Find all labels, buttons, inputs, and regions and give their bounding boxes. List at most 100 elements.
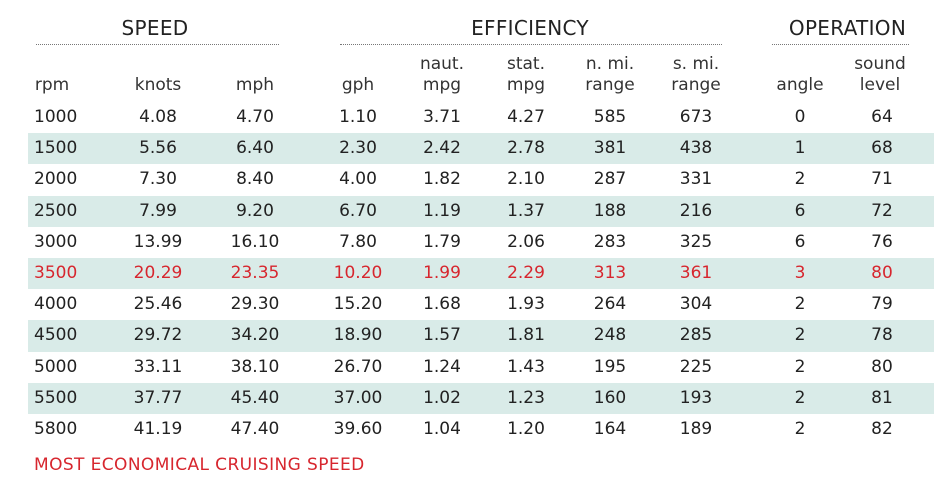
table-cell-mph: 45.40 xyxy=(230,387,280,408)
table-cell-naut-mpg: 1.57 xyxy=(423,325,461,346)
column-header-gph: gph xyxy=(318,50,398,96)
column-header-stat-mpg: stat. mpg xyxy=(486,50,566,96)
table-cell-s-mi-range: 325 xyxy=(679,231,713,252)
table-cell-sound-level: 68 xyxy=(871,138,893,159)
table-cell-mph: 29.30 xyxy=(230,294,280,315)
table-row: 2500 7.99 9.20 6.70 1.19 1.37 188 216 6 72 xyxy=(28,195,934,227)
table-row: 1000 4.08 4.70 1.10 3.71 4.27 585 673 0 64 xyxy=(28,102,934,133)
table-row: 5500 37.77 45.40 37.00 1.02 1.23 160 193 2 81 xyxy=(28,382,934,414)
table-row: 4500 29.72 34.20 18.90 1.57 1.81 248 285 2 78 xyxy=(28,320,934,352)
column-header-bottom: rpm xyxy=(34,75,70,95)
group-title-efficiency: EFFICIENCY xyxy=(471,16,589,40)
table-cell-naut-mpg: 3.71 xyxy=(423,107,461,127)
table-cell-knots: 4.08 xyxy=(139,107,177,127)
table-cell-n-mi-range: 287 xyxy=(593,169,627,190)
table-cell-n-mi-range: 313 xyxy=(593,263,627,283)
table-cell-stat-mpg: 2.10 xyxy=(507,169,545,190)
table-cell-mph: 23.35 xyxy=(230,263,280,283)
table-cell-gph: 39.60 xyxy=(333,419,383,439)
table-cell-s-mi-range: 673 xyxy=(679,107,713,127)
table-cell-naut-mpg: 1.04 xyxy=(423,419,461,439)
table-cell-n-mi-range: 585 xyxy=(593,107,627,127)
table-row: 5800 41.19 47.40 39.60 1.04 1.20 164 189 2 82 xyxy=(28,414,934,445)
group-rule-efficiency xyxy=(340,44,722,45)
table-cell-gph: 26.70 xyxy=(333,356,383,377)
group-rule-speed xyxy=(36,44,279,45)
column-header-bottom: range xyxy=(585,75,635,95)
table-cell-knots: 7.99 xyxy=(139,200,177,221)
table-cell-mph: 47.40 xyxy=(230,419,280,439)
table-cell-gph: 6.70 xyxy=(339,200,377,221)
table-cell-gph: 2.30 xyxy=(339,138,377,159)
table-cell-sound-level: 78 xyxy=(871,325,893,346)
table-cell-n-mi-range: 188 xyxy=(593,200,627,221)
group-title-operation: OPERATION xyxy=(788,16,907,40)
table-cell-mph: 34.20 xyxy=(230,325,280,346)
table-cell-n-mi-range: 264 xyxy=(593,294,627,315)
table-cell-sound-level: 72 xyxy=(871,200,893,221)
table-cell-stat-mpg: 1.81 xyxy=(507,325,545,346)
column-header-rpm: rpm xyxy=(22,50,82,96)
table-cell-sound-level: 80 xyxy=(871,263,893,283)
column-header-n-mi-range: n. mi. range xyxy=(568,50,652,96)
table-cell-sound-level: 64 xyxy=(871,107,893,127)
table-cell-n-mi-range: 381 xyxy=(593,138,627,159)
table-cell-mph: 4.70 xyxy=(236,107,274,127)
table-cell-gph: 18.90 xyxy=(333,325,383,346)
column-header-bottom: level xyxy=(859,75,901,95)
table-cell-angle: 2 xyxy=(794,294,806,315)
column-header-bottom: knots xyxy=(134,75,182,95)
table-cell-rpm: 5800 xyxy=(34,419,78,439)
table-cell-stat-mpg: 1.43 xyxy=(507,356,545,377)
table-cell-s-mi-range: 304 xyxy=(679,294,713,315)
table-cell-n-mi-range: 164 xyxy=(593,419,627,439)
table-cell-angle: 2 xyxy=(794,419,806,439)
table-cell-rpm: 3500 xyxy=(34,263,78,283)
table-row: 1500 5.56 6.40 2.30 2.42 2.78 381 438 1 68 xyxy=(28,133,934,165)
table-cell-stat-mpg: 1.37 xyxy=(507,200,545,221)
table-cell-stat-mpg: 1.20 xyxy=(507,419,545,439)
table-row: 2000 7.30 8.40 4.00 1.82 2.10 287 331 2 71 xyxy=(28,164,934,195)
table-cell-knots: 25.46 xyxy=(133,294,183,315)
column-header-bottom: mpg xyxy=(422,75,462,95)
table-cell-rpm: 2500 xyxy=(34,200,78,221)
table-cell-naut-mpg: 1.79 xyxy=(423,231,461,252)
table-cell-stat-mpg: 4.27 xyxy=(507,107,545,127)
table-cell-s-mi-range: 285 xyxy=(679,325,713,346)
table-cell-s-mi-range: 193 xyxy=(679,387,713,408)
column-header-mph: mph xyxy=(215,50,295,96)
table-cell-rpm: 1000 xyxy=(34,107,78,127)
table-cell-stat-mpg: 1.23 xyxy=(507,387,545,408)
table-cell-mph: 38.10 xyxy=(230,356,280,377)
table-cell-angle: 2 xyxy=(794,325,806,346)
table-cell-knots: 5.56 xyxy=(139,138,177,159)
table-cell-n-mi-range: 283 xyxy=(593,231,627,252)
table-cell-naut-mpg: 1.68 xyxy=(423,294,461,315)
table-cell-naut-mpg: 1.99 xyxy=(423,263,461,283)
column-header-bottom: range xyxy=(671,75,721,95)
table-cell-gph: 37.00 xyxy=(333,387,383,408)
column-header-top: naut. xyxy=(419,54,465,74)
table-cell-angle: 2 xyxy=(794,356,806,377)
table-cell-knots: 13.99 xyxy=(133,231,183,252)
table-cell-stat-mpg: 2.06 xyxy=(507,231,545,252)
table-cell-sound-level: 79 xyxy=(871,294,893,315)
table-cell-stat-mpg: 2.29 xyxy=(507,263,545,283)
table-cell-s-mi-range: 331 xyxy=(679,169,713,190)
table-cell-n-mi-range: 160 xyxy=(593,387,627,408)
table-cell-gph: 7.80 xyxy=(339,231,377,252)
table-cell-s-mi-range: 225 xyxy=(679,356,713,377)
column-header-top: n. mi. xyxy=(585,54,635,74)
column-header-bottom: angle xyxy=(776,75,824,95)
column-header-bottom: gph xyxy=(341,75,375,95)
column-header-angle: angle xyxy=(765,50,835,96)
table-cell-s-mi-range: 216 xyxy=(679,200,713,221)
table-cell-naut-mpg: 1.24 xyxy=(423,356,461,377)
column-header-top: s. mi. xyxy=(672,54,720,74)
table-cell-rpm: 4500 xyxy=(34,325,78,346)
table-cell-mph: 8.40 xyxy=(236,169,274,190)
column-header-sound-level: sound level xyxy=(842,50,918,96)
table-cell-gph: 4.00 xyxy=(339,169,377,190)
table-cell-angle: 3 xyxy=(794,263,806,283)
table-cell-knots: 33.11 xyxy=(133,356,183,377)
